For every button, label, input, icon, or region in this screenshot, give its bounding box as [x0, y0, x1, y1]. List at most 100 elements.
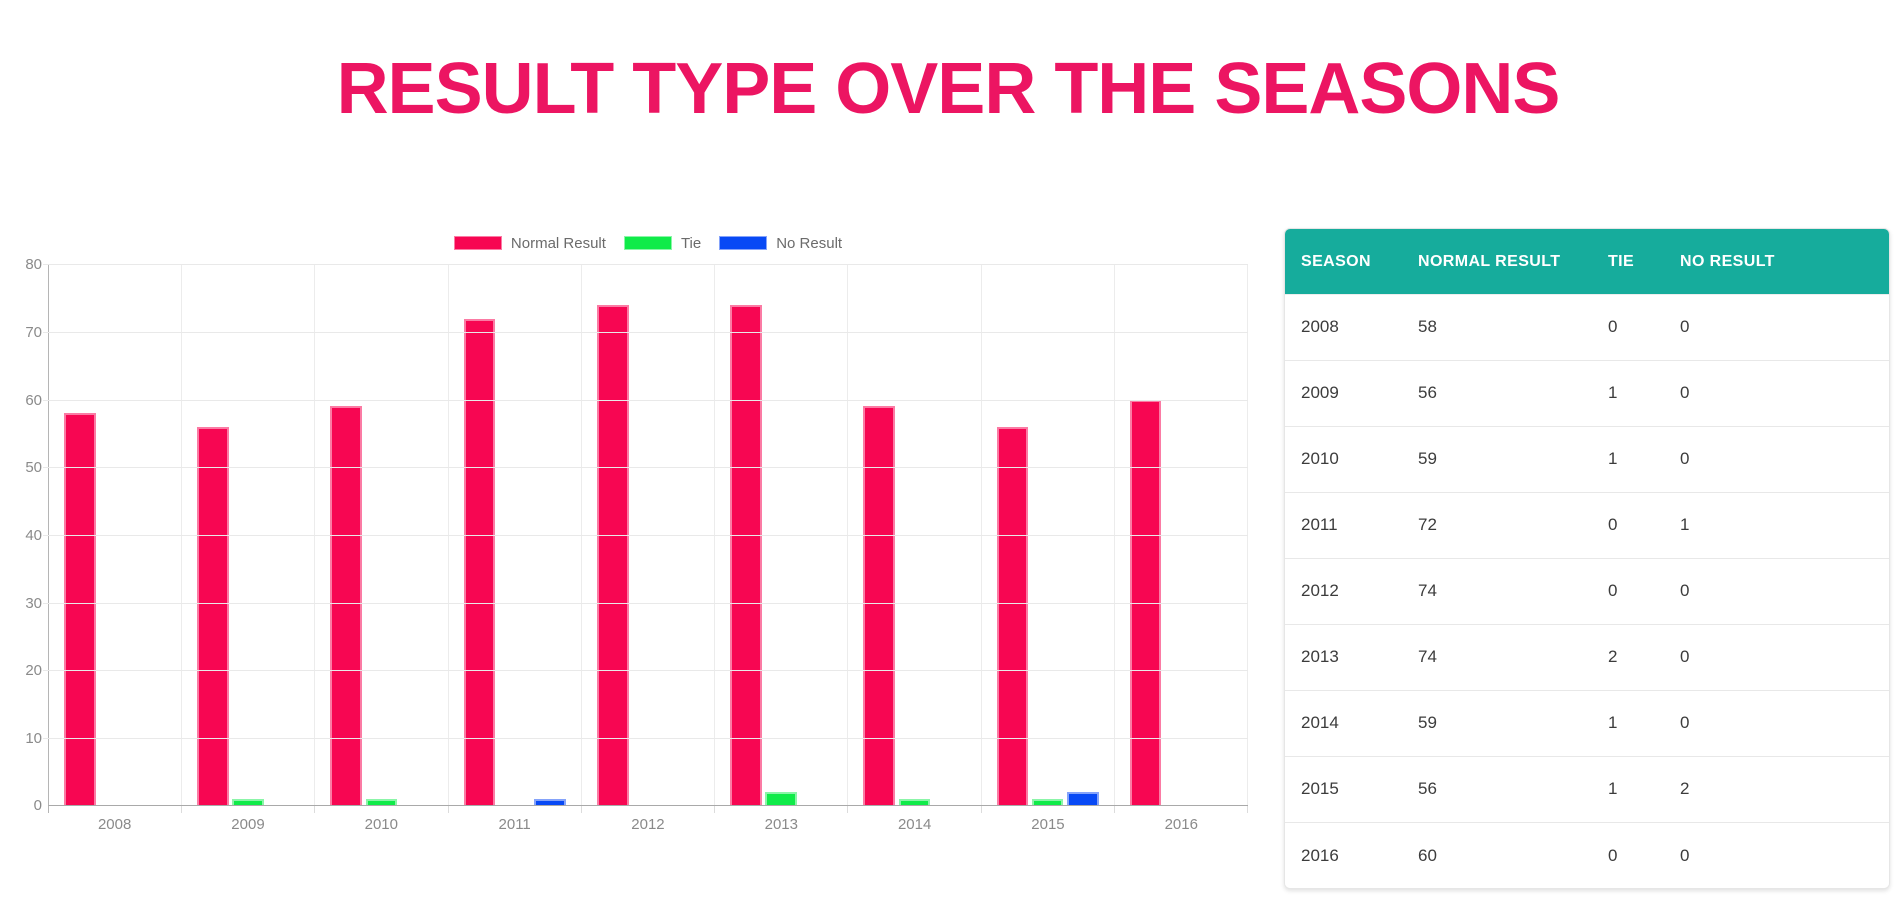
legend-swatch-no-result	[719, 236, 768, 251]
bar-tie-2014[interactable]	[898, 798, 931, 806]
cell-season-2013: 2013	[1285, 623, 1402, 691]
legend-item-normal-result[interactable]: Normal Result	[453, 234, 606, 252]
cell-normal-result-2010: 59	[1402, 425, 1592, 493]
chart-body: 0 10 20 30 40 50 60 70 80	[20, 256, 1248, 814]
y-tick-label: 20	[25, 662, 42, 680]
bar-normal-result-2009[interactable]	[197, 426, 229, 806]
bar-no-result-2011[interactable]	[534, 798, 566, 806]
results-table-card: SEASON NORMAL RESULT TIE NO RESULT 2008 58 0 0…	[1284, 228, 1890, 890]
table-row-2015: 2015 56 1 2	[1285, 755, 1889, 823]
cell-normal-result-2012: 74	[1402, 557, 1592, 625]
y-axis: 0 10 20 30 40 50 60 70 80	[20, 256, 48, 814]
content-row: Normal Result Tie No Result 0 10 20 30 40 50 60 7…	[0, 228, 1896, 890]
h-gridline	[43, 670, 1248, 672]
cell-no-result-2015: 2	[1664, 755, 1889, 823]
cell-season-2014: 2014	[1285, 689, 1402, 757]
bar-normal-result-2015[interactable]	[996, 426, 1029, 806]
cell-tie-2014: 1	[1592, 689, 1664, 757]
table-row-2010: 2010 59 1 0	[1285, 425, 1889, 493]
results-table: SEASON NORMAL RESULT TIE NO RESULT 2008 58 0 0…	[1285, 229, 1889, 889]
x-tick	[982, 806, 1115, 814]
x-tick	[715, 806, 849, 814]
bar-normal-result-2010[interactable]	[330, 406, 363, 806]
x-tick	[848, 806, 982, 814]
table-row-2012: 2012 74 0 0	[1285, 557, 1889, 625]
x-tick	[449, 806, 582, 814]
y-tick-label: 50	[25, 459, 42, 477]
h-gridline	[43, 534, 1248, 536]
category-2008	[49, 265, 183, 806]
h-gridline	[43, 264, 1248, 266]
y-tick-label: 30	[25, 594, 42, 612]
cell-normal-result-2008: 58	[1402, 293, 1592, 361]
h-gridline	[43, 602, 1248, 604]
column-header-tie: TIE	[1592, 229, 1664, 295]
cell-no-result-2010: 0	[1664, 425, 1889, 493]
y-tick-label: 80	[25, 256, 42, 274]
cell-no-result-2009: 0	[1664, 359, 1889, 427]
bar-normal-result-2013[interactable]	[730, 305, 762, 806]
cell-tie-2009: 1	[1592, 359, 1664, 427]
cell-tie-2008: 0	[1592, 293, 1664, 361]
cell-no-result-2014: 0	[1664, 689, 1889, 757]
results-table-panel: SEASON NORMAL RESULT TIE NO RESULT 2008 58 0 0…	[1284, 228, 1890, 890]
x-label-2016: 2016	[1164, 816, 1198, 834]
plot-area[interactable]	[43, 264, 1248, 807]
bar-normal-result-2008[interactable]	[63, 413, 96, 806]
page-header: RESULT TYPE OVER THE SEASONS	[0, 46, 1896, 132]
legend-label-no-result: No Result	[776, 234, 843, 252]
cell-tie-2012: 0	[1592, 557, 1664, 625]
bar-normal-result-2012[interactable]	[596, 305, 629, 806]
cell-normal-result-2016: 60	[1402, 821, 1592, 889]
h-gridline	[43, 737, 1248, 739]
bar-normal-result-2016[interactable]	[1129, 399, 1162, 806]
bar-no-result-2015[interactable]	[1067, 791, 1099, 806]
cell-no-result-2012: 0	[1664, 557, 1889, 625]
legend-item-no-result[interactable]: No Result	[719, 235, 842, 252]
bar-tie-2013[interactable]	[765, 791, 798, 806]
y-tick-label: 70	[25, 324, 42, 342]
table-row-2013: 2013 74 2 0	[1285, 623, 1889, 691]
legend-swatch-tie	[623, 236, 672, 251]
bar-tie-2009[interactable]	[232, 798, 265, 806]
x-tick	[315, 806, 449, 814]
column-header-normal-result: NORMAL RESULT	[1402, 229, 1592, 295]
legend-label-tie: Tie	[680, 234, 702, 252]
cell-no-result-2008: 0	[1664, 293, 1889, 361]
category-2014	[848, 265, 982, 806]
bar-normal-result-2011[interactable]	[463, 318, 496, 806]
x-label-2013: 2013	[764, 816, 798, 834]
cell-season-2009: 2009	[1285, 359, 1402, 427]
x-label-2009: 2009	[231, 816, 265, 834]
bar-normal-result-2014[interactable]	[863, 406, 896, 806]
cell-normal-result-2013: 74	[1402, 623, 1592, 691]
x-tick	[182, 806, 316, 814]
cell-normal-result-2011: 72	[1402, 491, 1592, 559]
x-axis-labels: 2008 2009 2010 2011 2012 2013 2014 2015 2016	[48, 816, 1248, 833]
h-gridline	[43, 467, 1248, 469]
legend-item-tie[interactable]: Tie	[623, 234, 702, 252]
cell-season-2008: 2008	[1285, 293, 1402, 361]
table-header-row: SEASON NORMAL RESULT TIE NO RESULT	[1285, 229, 1889, 295]
bar-tie-2015[interactable]	[1031, 798, 1064, 806]
x-tick	[1115, 806, 1248, 814]
cell-no-result-2016: 0	[1664, 821, 1889, 889]
x-tick	[49, 806, 183, 814]
cell-tie-2013: 2	[1592, 623, 1664, 691]
x-label-2015: 2015	[1031, 816, 1065, 834]
y-tick-label: 40	[25, 526, 42, 544]
legend-label-normal-result: Normal Result	[510, 234, 606, 252]
cell-no-result-2013: 0	[1664, 623, 1889, 691]
cell-tie-2016: 0	[1592, 821, 1664, 889]
column-header-no-result: NO RESULT	[1664, 229, 1889, 295]
cell-tie-2010: 1	[1592, 425, 1664, 493]
bar-tie-2010[interactable]	[365, 798, 398, 806]
cell-normal-result-2009: 56	[1402, 359, 1592, 427]
cell-tie-2015: 1	[1592, 755, 1664, 823]
column-header-season: SEASON	[1285, 229, 1402, 295]
y-tick-label: 60	[25, 391, 42, 409]
table-row-2008: 2008 58 0 0	[1285, 293, 1889, 361]
cell-season-2011: 2011	[1285, 491, 1402, 559]
cell-no-result-2011: 1	[1664, 491, 1889, 559]
x-label-2012: 2012	[631, 816, 665, 834]
